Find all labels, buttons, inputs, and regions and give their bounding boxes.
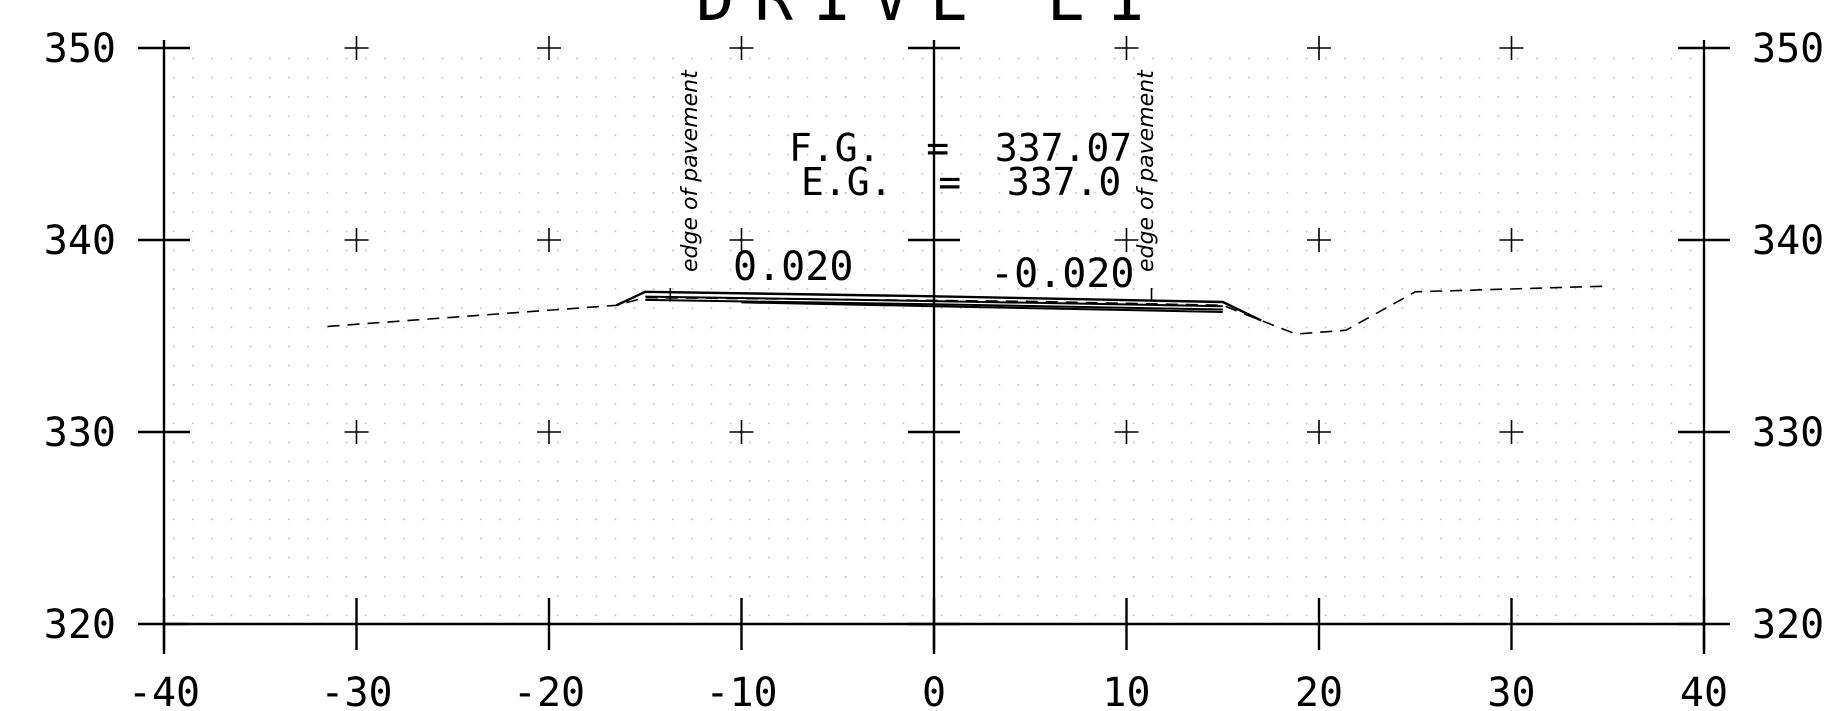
x-tick-label: -40 bbox=[128, 670, 200, 711]
grid-crosses bbox=[344, 36, 1524, 444]
grid-cross bbox=[1114, 228, 1139, 252]
pavement-layer-line bbox=[741, 301, 1223, 313]
grid-cross bbox=[1114, 36, 1139, 60]
profiles bbox=[327, 285, 1608, 335]
pavement-layer-line bbox=[645, 295, 1223, 308]
section-title: DRIVE E1 bbox=[696, 0, 1164, 36]
grid-cross bbox=[729, 36, 754, 60]
y-axis-labels: 320 320 330 330 340 340 350 350 bbox=[44, 26, 1825, 648]
grid-cross bbox=[729, 228, 754, 252]
grid-cross bbox=[1307, 36, 1331, 60]
grid-cross bbox=[344, 228, 369, 252]
x-tick-label: 0 bbox=[922, 670, 946, 711]
x-tick-label: -20 bbox=[513, 670, 585, 711]
grid-cross bbox=[729, 420, 754, 444]
y-tick-label-left: 330 bbox=[44, 410, 116, 456]
y-tick-label-right: 340 bbox=[1752, 218, 1824, 264]
finished-grade-line bbox=[615, 290, 1262, 322]
grid-cross bbox=[1499, 420, 1524, 444]
grid-cross bbox=[537, 36, 561, 60]
edge-of-pavement-left-label: edge of pavement bbox=[678, 69, 703, 272]
y-tick-label-right: 320 bbox=[1752, 602, 1824, 648]
x-axis-labels: -40 -30 -20 -10 0 10 20 30 40 bbox=[128, 670, 1728, 711]
x-tick-label: 20 bbox=[1295, 670, 1343, 711]
finished-grade-label: F.G. = 337.07 bbox=[789, 126, 1132, 170]
grid-cross bbox=[344, 36, 369, 60]
x-tick-label: -10 bbox=[705, 670, 777, 711]
pavement-layer-line bbox=[645, 298, 1223, 311]
existing-grade-label: E.G. = 337.0 bbox=[801, 160, 1121, 204]
x-tick-label: -30 bbox=[320, 670, 392, 711]
edge-of-pavement-right-label: edge of pavement bbox=[1134, 69, 1159, 272]
x-tick-label: 30 bbox=[1487, 670, 1535, 711]
slope-left-label: 0.020 bbox=[733, 244, 853, 290]
grid-cross bbox=[1499, 36, 1524, 60]
y-tick-label-left: 350 bbox=[44, 26, 116, 72]
plot-frame bbox=[138, 40, 1730, 654]
x-tick-label: 10 bbox=[1102, 670, 1150, 711]
grid-cross bbox=[1307, 228, 1331, 252]
grid-cross bbox=[1307, 420, 1331, 444]
grid-cross bbox=[537, 228, 561, 252]
y-tick-label-right: 350 bbox=[1752, 26, 1824, 72]
grid-cross bbox=[1114, 420, 1139, 444]
grid-cross bbox=[1499, 228, 1524, 252]
existing-ground-line bbox=[327, 285, 1608, 335]
grid-cross bbox=[537, 420, 561, 444]
y-tick-label-left: 320 bbox=[44, 602, 116, 648]
y-tick-label-left: 340 bbox=[44, 218, 116, 264]
grid-cross bbox=[344, 420, 369, 444]
y-tick-label-right: 330 bbox=[1752, 410, 1824, 456]
slope-right-label: -0.020 bbox=[990, 251, 1135, 297]
x-tick-label: 40 bbox=[1680, 670, 1728, 711]
